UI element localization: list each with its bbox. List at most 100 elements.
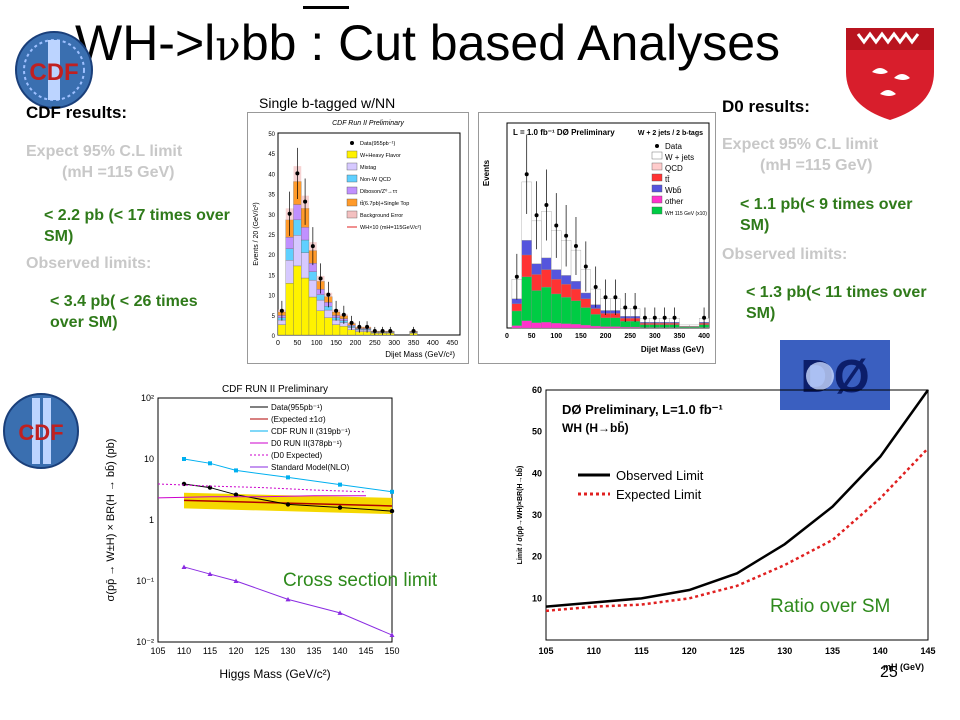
y-axis-label: σ(pp̄ → W±H) × BR(H → bb̄) (pb) [104, 439, 117, 602]
background-bar [541, 257, 552, 270]
background-bar [610, 317, 621, 327]
legend-marker [655, 144, 659, 148]
legend-marker [651, 206, 663, 215]
legend-marker [346, 186, 358, 195]
background-bar [521, 240, 532, 256]
d0-results-header: D0 results: [722, 97, 810, 116]
x-tick-label: 50 [293, 340, 301, 347]
legend-marker [346, 198, 358, 207]
background-bar [570, 288, 582, 301]
cdf-expect-mass: (mH =115 GeV) [62, 164, 175, 181]
chart-title: CDF Run II Preliminary [332, 120, 404, 127]
background-bar [277, 319, 286, 325]
y-tick-label: 15 [268, 273, 275, 279]
y-tick-label: 30 [532, 510, 542, 520]
x-tick-label: 115 [203, 646, 217, 656]
x-tick-label: 450 [446, 340, 458, 347]
x-tick-label: 120 [228, 646, 243, 656]
y-tick-label: 35 [268, 193, 275, 199]
series-marker [285, 596, 291, 602]
background-bar [689, 324, 700, 327]
legend-entry: WH 115 GeV (x10) [665, 211, 707, 217]
legend-entry: WH×10 (mH=115GeV/c²) [360, 225, 422, 231]
series-marker [181, 481, 187, 487]
background-bar [301, 277, 310, 336]
d0-expect-label: Expect 95% C.L limit [722, 136, 879, 153]
y-tick-label: 60 [532, 385, 542, 395]
series-line [157, 495, 366, 499]
y-tick-label: 25 [268, 233, 275, 239]
x-tick-label: 100 [311, 340, 323, 347]
cdf-expected-value: < 2.2 pb (< 17 times over SM) [44, 207, 230, 245]
background-bar [600, 317, 611, 327]
svg-text:CDF: CDF [29, 59, 78, 86]
ratio-caption: Ratio over SM [770, 596, 891, 617]
background-bar [531, 263, 542, 275]
background-bar [324, 317, 333, 336]
plot-frame [157, 397, 393, 643]
y-tick-label: 50 [532, 427, 542, 437]
x-tick-label: 110 [177, 646, 191, 656]
chart-title: DØ Preliminary, L=1.0 fb⁻¹ [562, 402, 723, 417]
page-number: 25 [880, 664, 898, 681]
series-marker [207, 571, 213, 577]
background-bar [308, 279, 317, 298]
x-tick-label: 150 [384, 646, 399, 656]
background-bar [541, 286, 552, 323]
background-bar [511, 310, 522, 326]
legend-entry: Background Error [360, 213, 403, 219]
x-tick-label: 105 [150, 646, 165, 656]
x-tick-label: 130 [280, 646, 295, 656]
background-bar [561, 284, 572, 298]
cross-section-caption: Cross section limit [283, 570, 438, 591]
y-tick-label: 10 [532, 593, 542, 603]
background-bar [590, 308, 601, 315]
background-bar [521, 254, 532, 278]
background-bar [551, 279, 562, 295]
x-tick-label: 150 [575, 333, 587, 340]
svg-text:CDF: CDF [18, 420, 63, 445]
series-marker [233, 492, 239, 497]
y-tick-label: 1 [149, 515, 154, 525]
background-bar [301, 252, 310, 279]
y-tick-label: 10⁻¹ [136, 576, 154, 586]
x-tick-label: 130 [777, 646, 792, 656]
background-bar [570, 300, 582, 325]
x-tick-label: 350 [408, 340, 420, 347]
university-shield-logo [842, 22, 938, 122]
legend-entry: CDF RUN II (319pb⁻¹) [271, 427, 351, 436]
series-marker [181, 564, 187, 569]
cdf-logo: CDF [14, 30, 94, 110]
background-bar [570, 281, 582, 290]
chart-subtitle: W + 2 jets / 2 b-tags [638, 130, 703, 137]
x-tick-label: 135 [306, 646, 321, 656]
background-bar [541, 269, 552, 288]
d0-expected-value: < 1.1 pb(< 9 times over SM) [740, 196, 913, 234]
x-tick-label: 300 [649, 333, 661, 340]
background-bar [580, 298, 591, 308]
legend-entry: Non-W QCD [360, 177, 391, 183]
background-bar [600, 326, 611, 329]
y-tick-label: 10⁻² [136, 637, 154, 647]
bb-overline [303, 6, 349, 9]
series-line [183, 458, 393, 493]
legend-entry: Data(955pb⁻¹) [360, 141, 395, 147]
x-axis-label: Dijet Mass (GeV/c²) [385, 350, 455, 359]
background-bar [551, 269, 562, 280]
background-bar [285, 283, 294, 336]
background-bar [679, 324, 690, 327]
background-bar [301, 227, 310, 241]
chart-title: L = 1.0 fb⁻¹ DØ Preliminary [513, 128, 615, 137]
y-tick-label: 10 [144, 454, 154, 464]
chart-subtitle: WH (H→bb̄) [562, 421, 629, 435]
legend-marker [346, 150, 358, 159]
background-bar [332, 319, 341, 325]
background-bar [590, 325, 601, 329]
d0-logo: DØ [780, 340, 890, 410]
series-marker [182, 457, 186, 461]
plot-frame [545, 389, 929, 641]
legend-entry: Mistag [360, 165, 376, 171]
background-bar [285, 260, 294, 284]
series-marker [390, 489, 394, 494]
background-bar [277, 324, 286, 336]
